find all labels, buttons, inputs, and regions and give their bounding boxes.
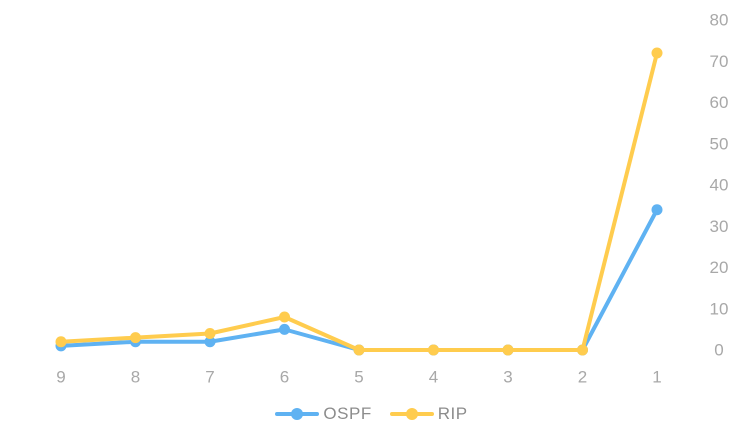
x-axis-label-2: 2 bbox=[578, 368, 587, 387]
y-axis-label-0: 0 bbox=[714, 341, 723, 360]
y-axis-label-10: 10 bbox=[710, 299, 729, 318]
x-axis-label-4: 4 bbox=[429, 368, 438, 387]
rip-point-7 bbox=[204, 328, 216, 339]
rip-point-4 bbox=[428, 344, 439, 356]
rip-point-3 bbox=[502, 344, 514, 356]
x-axis-label-7: 7 bbox=[205, 368, 214, 387]
legend-label-ospf: OSPF bbox=[323, 404, 372, 423]
x-axis-label-5: 5 bbox=[354, 368, 363, 387]
y-axis-label-60: 60 bbox=[710, 93, 729, 112]
y-axis-label-70: 70 bbox=[710, 52, 729, 71]
x-axis-label-6: 6 bbox=[280, 368, 289, 387]
x-axis-label-3: 3 bbox=[503, 368, 512, 387]
rip-point-1 bbox=[651, 47, 663, 59]
rip-point-2 bbox=[577, 344, 588, 356]
chart-legend: OSPF RIP bbox=[0, 404, 743, 424]
legend-item-rip[interactable]: RIP bbox=[389, 404, 468, 424]
legend-label-rip: RIP bbox=[437, 404, 468, 423]
rip-point-6 bbox=[279, 311, 290, 323]
ospf-line-dot-marker-icon bbox=[275, 407, 320, 421]
x-axis-label-8: 8 bbox=[131, 368, 140, 387]
rip-point-5 bbox=[353, 344, 365, 356]
legend-item-ospf[interactable]: OSPF bbox=[275, 404, 371, 424]
y-axis-label-80: 80 bbox=[710, 11, 729, 30]
x-axis-label-1: 1 bbox=[652, 368, 661, 387]
y-axis-label-40: 40 bbox=[710, 176, 729, 195]
ospf-point-6 bbox=[279, 323, 290, 335]
y-axis-label-30: 30 bbox=[710, 217, 729, 236]
ospf-point-7 bbox=[204, 336, 216, 348]
x-axis-label-9: 9 bbox=[56, 368, 65, 387]
rip-point-8 bbox=[130, 332, 141, 344]
y-axis-label-20: 20 bbox=[710, 258, 729, 277]
y-axis-label-50: 50 bbox=[710, 134, 729, 153]
rip-line bbox=[59, 51, 659, 352]
ospf-line bbox=[59, 207, 659, 352]
ospf-point-1 bbox=[651, 204, 663, 216]
rip-point-9 bbox=[55, 336, 67, 348]
rip-line-dot-marker-icon bbox=[389, 407, 434, 421]
